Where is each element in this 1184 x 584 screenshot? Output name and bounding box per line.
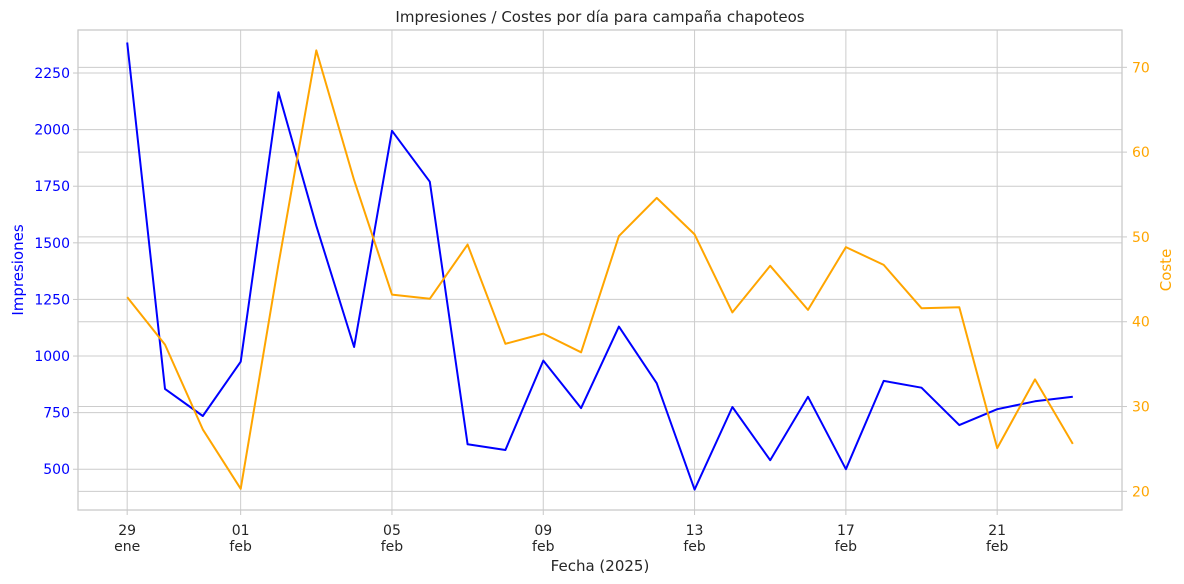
x-tick-day-label: 29	[118, 523, 136, 539]
left-tick-label: 1500	[34, 236, 70, 252]
right-tick-label: 20	[1132, 484, 1150, 500]
x-tick-month-label: feb	[683, 539, 706, 555]
chart-title: Impresiones / Costes por día para campañ…	[395, 8, 804, 26]
x-tick-day-label: 21	[988, 523, 1006, 539]
right-tick-label: 40	[1132, 315, 1150, 331]
x-tick-day-label: 13	[686, 523, 704, 539]
x-tick-day-label: 09	[534, 523, 552, 539]
x-tick-month-label: ene	[114, 539, 140, 555]
x-grid	[126, 30, 998, 510]
left-tick-label: 1250	[34, 292, 70, 308]
x-tick-month-label: feb	[381, 539, 404, 555]
x-tick-day-label: 01	[232, 523, 250, 539]
left-tick-label: 500	[43, 462, 70, 478]
series-layer	[126, 42, 1074, 491]
left-tick-label: 1750	[34, 179, 70, 195]
right-tick-label: 70	[1132, 60, 1150, 76]
x-axis-label: Fecha (2025)	[551, 557, 650, 575]
plot-frame	[77, 29, 1123, 511]
coste-series-line	[126, 49, 1074, 490]
x-tick-day-label: 17	[837, 523, 855, 539]
left-grid	[78, 72, 1122, 470]
right-tick-label: 50	[1132, 230, 1150, 246]
x-tick-month-label: feb	[532, 539, 555, 555]
left-tick-label: 2000	[34, 123, 70, 139]
impresiones-series-line	[126, 42, 1073, 491]
x-tick-month-label: feb	[835, 539, 858, 555]
right-tick-label: 60	[1132, 145, 1150, 161]
x-tick-day-label: 05	[383, 523, 401, 539]
right-tick-label: 30	[1132, 400, 1150, 416]
right-grid	[78, 66, 1122, 492]
left-tick-label: 2250	[34, 66, 70, 82]
left-axis-ticks: 500 750 1000 1250 1500 1750 2000 2250	[34, 66, 78, 478]
left-axis-label: Impresiones	[9, 224, 27, 316]
left-tick-label: 1000	[34, 349, 70, 365]
right-axis-ticks: 20 30 40 50 60 70	[1122, 60, 1150, 500]
right-axis-label: Coste	[1157, 249, 1175, 292]
x-tick-month-label: feb	[229, 539, 252, 555]
x-tick-month-label: feb	[986, 539, 1009, 555]
left-tick-label: 750	[43, 406, 70, 422]
